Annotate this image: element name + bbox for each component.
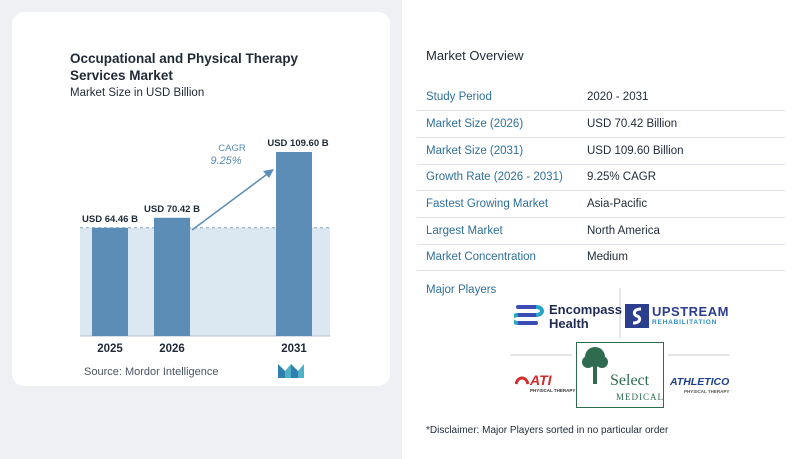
athletico-logo-sub: PHYSICAL THERAPY <box>684 389 730 394</box>
bar-2025 <box>92 227 128 336</box>
row-key: Largest Market <box>417 217 587 245</box>
ati-icon <box>515 376 529 385</box>
encompass-logo-line1: Encompass <box>549 302 622 317</box>
cagr-arrow-line <box>191 171 271 231</box>
bar-2026 <box>154 217 190 336</box>
select-medical-logo <box>576 342 664 408</box>
row-value: Medium <box>587 244 785 272</box>
row-key: Study Period <box>417 84 587 112</box>
cagr-label: CAGR <box>218 143 246 154</box>
data-label: USD 64.46 B <box>82 214 138 225</box>
ati-logo-sub: PHYSICAL THERAPY <box>530 388 576 393</box>
data-label: USD 109.60 B <box>267 138 328 149</box>
select-logo-line1: Select <box>610 372 650 389</box>
row-value: 9.25% CAGR <box>587 164 785 192</box>
row-value: USD 70.42 Billion <box>587 110 785 138</box>
table-row: Market Size (2031) USD 109.60 Billion <box>417 137 785 165</box>
source-text: Source: Mordor Intelligence <box>84 366 219 378</box>
row-key: Growth Rate (2026 - 2031) <box>417 164 587 192</box>
table-row: Largest Market North America <box>417 217 785 245</box>
disclaimer: *Disclaimer: Major Players sorted in no … <box>426 425 669 436</box>
encompass-logo-line2: Health <box>549 316 589 331</box>
upstream-icon <box>625 304 649 328</box>
ati-logo: ATI <box>530 372 552 388</box>
upstream-logo-line2: REHABILITATION <box>652 319 718 326</box>
table-row: Growth Rate (2026 - 2031) 9.25% CAGR <box>417 164 785 192</box>
chart-title: Occupational and Physical Therapy Servic… <box>70 51 299 83</box>
encompass-health-icon <box>514 305 544 325</box>
x-tick-label: 2026 <box>159 343 185 355</box>
athletico-logo: ATHLETICO <box>670 376 730 388</box>
row-key: Market Size (2026) <box>417 110 587 138</box>
cagr-value: 9.25% <box>210 155 241 167</box>
players-grid <box>510 288 730 356</box>
bar-2031 <box>276 152 312 336</box>
data-label: USD 70.42 B <box>144 204 200 215</box>
x-tick-label: 2025 <box>97 343 123 355</box>
tree-icon <box>582 347 608 384</box>
overview-title: Market Overview <box>426 48 524 63</box>
row-key: Fastest Growing Market <box>417 190 587 218</box>
upstream-logo-line1: UPSTREAM <box>652 304 729 319</box>
table-row: Study Period 2020 - 2031 <box>417 84 785 112</box>
row-value: North America <box>587 217 785 245</box>
row-key: Market Size (2031) <box>417 137 587 165</box>
overview-table: Study Period 2020 - 2031 Market Size (202… <box>417 84 785 272</box>
select-logo-line2: MEDICAL <box>616 392 664 402</box>
cagr-arrow-head <box>263 169 274 178</box>
row-value: Asia-Pacific <box>587 190 785 218</box>
row-value: USD 109.60 Billion <box>587 137 785 165</box>
major-players-title: Major Players <box>426 284 497 296</box>
mordor-intelligence-logo <box>278 364 304 378</box>
table-row: Market Size (2026) USD 70.42 Billion <box>417 110 785 138</box>
x-tick-label: 2031 <box>281 343 307 355</box>
chart-subtitle: Market Size in USD Billion <box>70 87 205 99</box>
row-key: Market Concentration <box>417 244 587 272</box>
market-size-chart: USD 64.46 B 2025 USD 70.42 B 2026 USD 109.60… <box>80 138 330 355</box>
table-row: Market Concentration Medium <box>417 244 785 272</box>
table-row: Fastest Growing Market Asia-Pacific <box>417 190 785 218</box>
row-value: 2020 - 2031 <box>587 84 785 112</box>
